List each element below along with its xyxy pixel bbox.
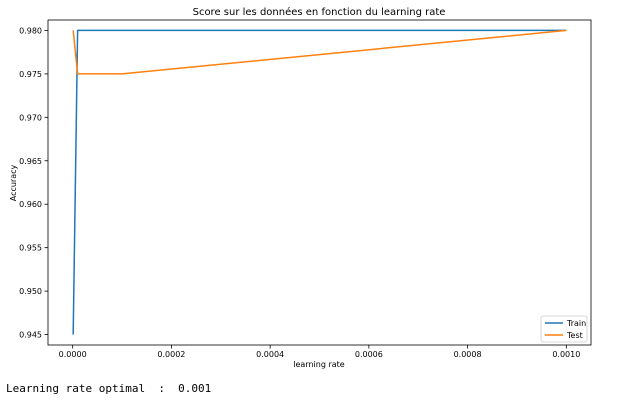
x-axis-label: learning rate <box>293 360 345 369</box>
x-axis: 0.0000 0.0002 0.0004 0.0006 0.0008 0.0010 <box>59 345 580 359</box>
x-tick-label: 0.0006 <box>355 350 383 359</box>
chart-title: Score sur les données en fonction du lea… <box>193 6 446 18</box>
x-tick-label: 0.0010 <box>552 350 580 359</box>
y-tick-label: 0.975 <box>19 70 42 79</box>
y-axis-label: Accuracy <box>9 164 18 201</box>
y-tick-label: 0.965 <box>19 157 42 166</box>
chart: Score sur les données en fonction du lea… <box>9 6 592 369</box>
legend-label-train: Train <box>566 319 586 328</box>
plot-area <box>47 19 592 346</box>
y-tick-label: 0.980 <box>19 26 42 35</box>
y-tick-label: 0.970 <box>19 113 42 122</box>
x-tick-label: 0.0008 <box>454 350 482 359</box>
x-tick-label: 0.0004 <box>256 350 284 359</box>
legend-label-test: Test <box>566 331 583 340</box>
y-axis: 0.945 0.950 0.955 0.960 0.965 0.970 0.975 0.980 <box>19 26 48 340</box>
y-tick-label: 0.950 <box>19 287 42 296</box>
legend: Train Test <box>540 315 588 343</box>
y-tick-label: 0.945 <box>19 331 42 340</box>
series-lines <box>72 29 567 335</box>
y-tick-label: 0.960 <box>19 200 42 209</box>
series-line-train <box>72 29 567 335</box>
y-tick-label: 0.955 <box>19 244 42 253</box>
x-tick-label: 0.0000 <box>59 350 87 359</box>
output-text: Learning rate optimal : 0.001 <box>6 382 212 395</box>
x-tick-label: 0.0002 <box>157 350 185 359</box>
series-line-test <box>72 29 567 75</box>
